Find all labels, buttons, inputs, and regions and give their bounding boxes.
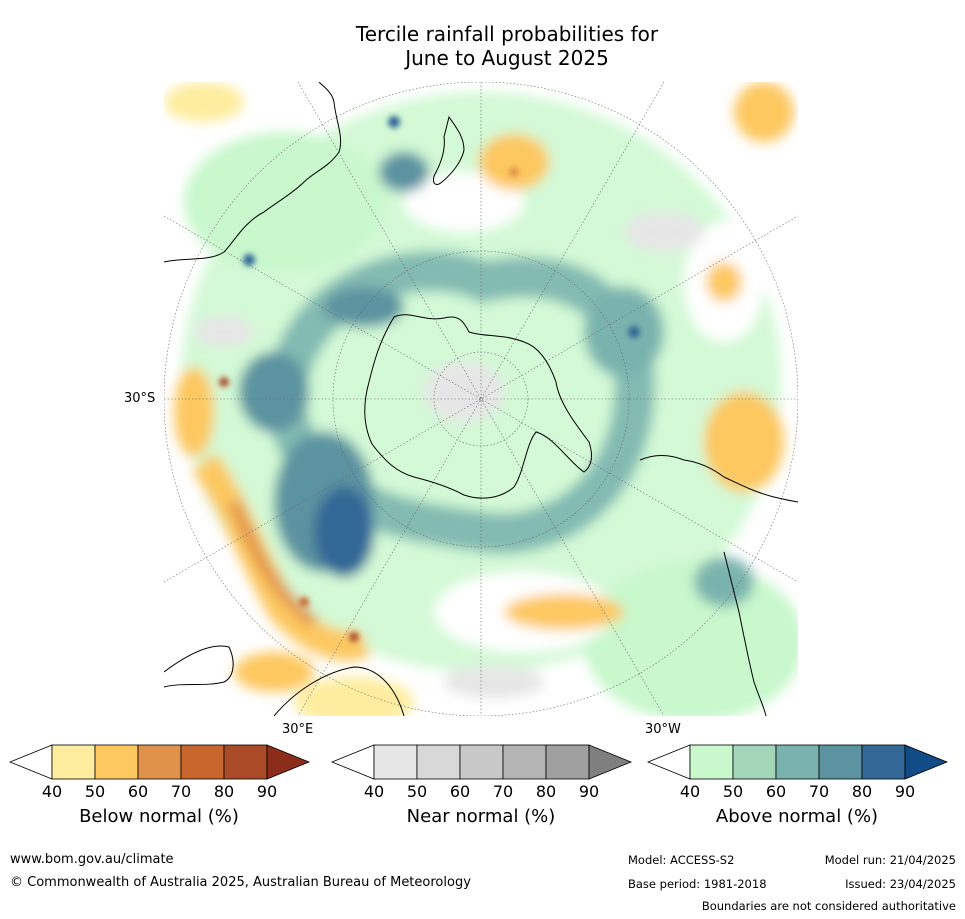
title-line-2: June to August 2025 [405, 46, 609, 70]
issued-text: Issued: 23/04/2025 [845, 877, 956, 891]
tick: 40 [363, 782, 385, 801]
base-period-text: Base period: 1981-2018 [628, 877, 767, 891]
map-svg [164, 82, 798, 716]
tick: 50 [406, 782, 428, 801]
tick: 40 [679, 782, 701, 801]
tick: 40 [41, 782, 63, 801]
graticule [164, 82, 798, 716]
tick: 60 [449, 782, 471, 801]
legend-label-near-normal: Near normal (%) [406, 806, 556, 827]
probability-field [164, 82, 798, 716]
legend-label-above-normal: Above normal (%) [715, 806, 879, 827]
model-run-text: Model run: 21/04/2025 [824, 853, 956, 867]
southern-africa-coastline [164, 645, 234, 688]
legend-label-below-normal: Below normal (%) [79, 806, 239, 827]
tick: 80 [535, 782, 557, 801]
antarctica-coastline [364, 314, 592, 499]
tick: 60 [765, 782, 787, 801]
tick: 90 [578, 782, 600, 801]
coastlines [164, 82, 798, 716]
tick: 80 [851, 782, 873, 801]
tick: 90 [256, 782, 278, 801]
legend-below-normal: 40 50 60 70 80 90 Below normal (%) [8, 744, 313, 844]
tick: 70 [170, 782, 192, 801]
australia-coastline [164, 82, 342, 263]
south-america-coastline [639, 455, 798, 503]
polar-map[interactable] [164, 82, 798, 716]
tick: 50 [84, 782, 106, 801]
colorbar-above-normal [646, 744, 949, 780]
model-text: Model: ACCESS-S2 [628, 853, 735, 867]
tick: 70 [492, 782, 514, 801]
tick: 70 [808, 782, 830, 801]
legend-near-normal: 40 50 60 70 80 90 Near normal (%) [330, 744, 635, 844]
lon-label-30w: 30°W [645, 722, 681, 737]
madagascar-region-coastline [273, 666, 405, 716]
colorbar-below-normal [8, 744, 311, 780]
disclaimer-text: Boundaries are not considered authoritat… [701, 899, 956, 913]
lat-label-30s: 30°S [124, 391, 156, 406]
copyright-text: © Commonwealth of Australia 2025, Austra… [10, 875, 471, 890]
africa-coastline [723, 551, 767, 716]
website-link[interactable]: www.bom.gov.au/climate [10, 852, 174, 867]
tick: 60 [127, 782, 149, 801]
lon-label-30e: 30°E [282, 722, 314, 737]
tick: 80 [213, 782, 235, 801]
title-line-1: Tercile rainfall probabilities for [355, 22, 659, 46]
new-zealand-coastline [433, 115, 465, 185]
colorbar-near-normal [330, 744, 633, 780]
map-title: Tercile rainfall probabilities for June … [0, 22, 965, 70]
tick: 90 [894, 782, 916, 801]
tick: 50 [722, 782, 744, 801]
legend-above-normal: 40 50 60 70 80 90 Above normal (%) [646, 744, 951, 844]
